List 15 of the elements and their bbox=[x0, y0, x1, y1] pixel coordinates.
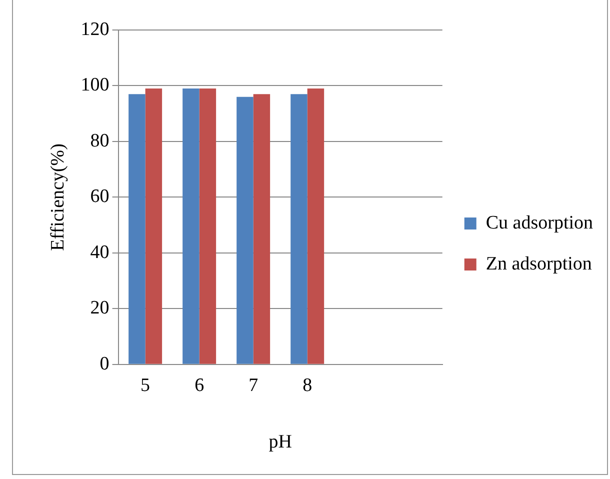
y-tick-label: 40 bbox=[90, 242, 110, 263]
x-tick-label: 7 bbox=[248, 374, 258, 396]
legend-label: Zn adsorption bbox=[486, 253, 592, 274]
y-tick-label: 120 bbox=[80, 18, 110, 40]
y-tick-label: 0 bbox=[100, 353, 110, 374]
y-axis-title: Efficiency(%) bbox=[47, 144, 68, 251]
y-tick-label: 80 bbox=[90, 130, 110, 152]
y-tick-label: 60 bbox=[90, 186, 110, 208]
x-axis-title: pH bbox=[268, 432, 292, 453]
legend-label: Cu adsorption bbox=[486, 212, 594, 234]
x-tick-label: 8 bbox=[302, 374, 312, 396]
x-tick-label: 6 bbox=[194, 374, 204, 396]
x-tick-label: 5 bbox=[140, 374, 150, 396]
y-tick-label: 100 bbox=[80, 74, 110, 96]
y-tick-label: 20 bbox=[90, 298, 110, 319]
